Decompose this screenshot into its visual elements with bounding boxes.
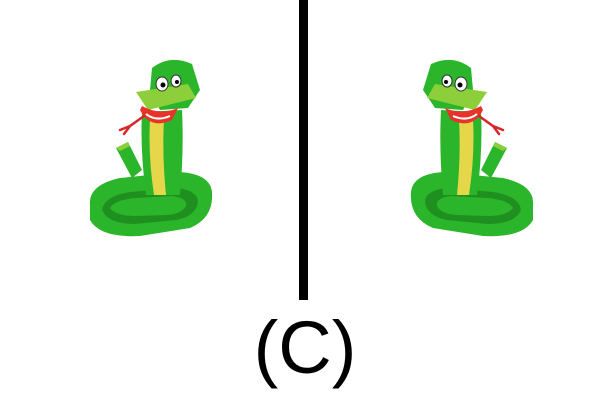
vertical-divider (299, 0, 308, 300)
panel-label: (C) (253, 306, 357, 389)
snake-icon (410, 59, 534, 237)
snake-figure-right (393, 50, 543, 250)
snake-icon (89, 59, 213, 237)
snake-figure-left (80, 50, 230, 250)
